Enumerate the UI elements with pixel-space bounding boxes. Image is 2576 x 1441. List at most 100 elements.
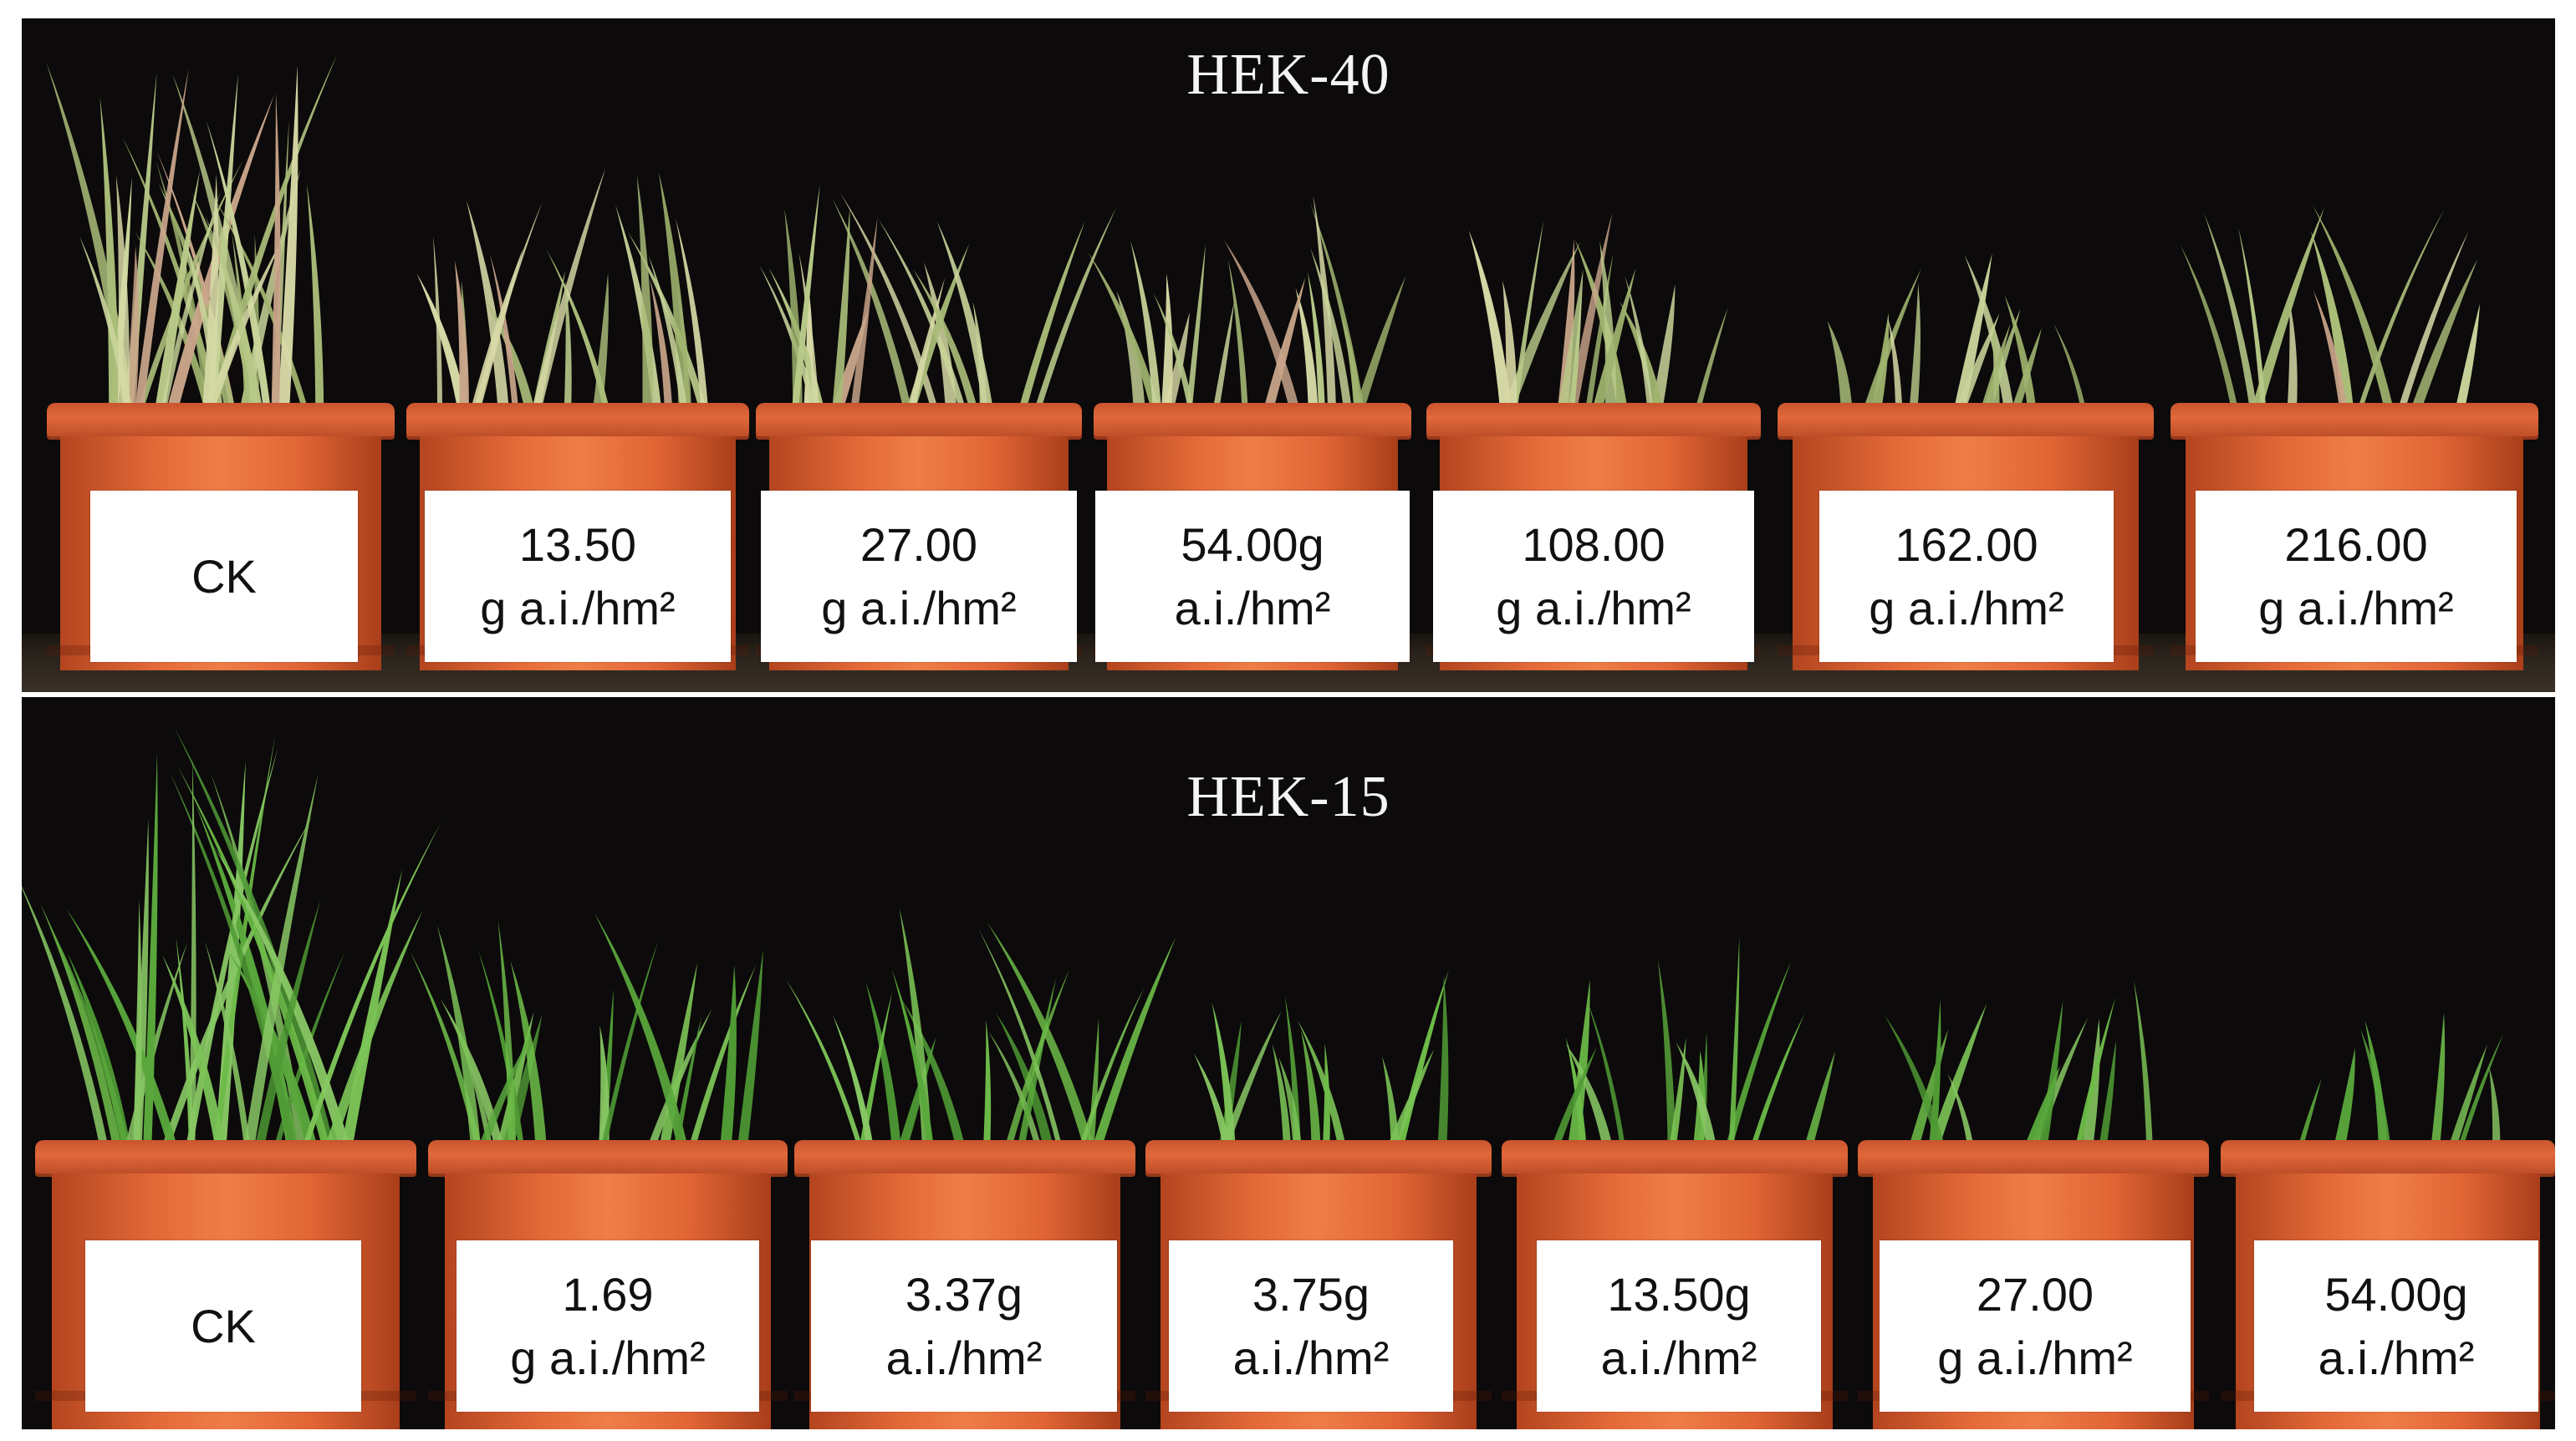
dose-value: 13.50 — [518, 517, 637, 571]
grass-blade — [2456, 1033, 2504, 1153]
grass-blade — [1802, 1051, 1836, 1153]
grass-blade — [598, 1025, 610, 1153]
grass-blade — [2395, 231, 2469, 415]
dose-value: 27.00 — [1976, 1267, 2094, 1321]
grass-blade — [1908, 283, 1921, 415]
grass-blade — [433, 235, 443, 415]
grass-blade — [1160, 273, 1173, 415]
grass-blade — [2408, 258, 2478, 415]
grass-blade — [489, 253, 519, 415]
panel-hek-15: HEK-15 CK 1.69 g a.i./hm² 3.37g a.i. — [22, 697, 2555, 1429]
grass-blade — [1947, 1073, 1975, 1153]
pot-ck: CK — [35, 1140, 416, 1429]
grass-blade — [768, 267, 826, 415]
grass-blade — [300, 822, 441, 1153]
grass-blade — [833, 1015, 875, 1153]
pot-dose-2: 27.00 g a.i./hm² — [756, 403, 1082, 670]
grass-blade — [162, 955, 227, 1153]
grass-blade — [1926, 1003, 1987, 1153]
grass-blade — [2180, 244, 2240, 415]
grass-blade — [1218, 1011, 1282, 1153]
grass-blade — [1887, 317, 1903, 415]
grass-blade — [1301, 1031, 1321, 1153]
grass-blade — [468, 248, 523, 415]
grass-blade — [2287, 299, 2298, 415]
grass-blade — [2053, 323, 2088, 415]
grass-blade — [201, 173, 219, 415]
grass-blade — [832, 198, 914, 415]
grass-blade — [184, 746, 278, 1153]
grass-blade — [1728, 936, 1740, 1153]
grass-blade — [982, 1019, 992, 1153]
grass-blade — [1262, 277, 1306, 415]
grass-blade — [2313, 205, 2395, 415]
grass-blade — [2310, 231, 2354, 415]
grass-blade — [972, 301, 987, 415]
grass-blade — [253, 900, 321, 1153]
dose-unit: a.i./hm² — [1174, 581, 1331, 634]
dose-label: 3.37g a.i./hm² — [811, 1240, 1117, 1412]
grass-blade — [135, 232, 214, 415]
grass-blade — [454, 260, 469, 415]
grass-blade — [2134, 980, 2154, 1153]
panel-hek-40: HEK-40 CK 13.50 g a.i./hm² 27.00 g a — [22, 18, 2555, 692]
grass-blade — [2074, 997, 2116, 1153]
dose-label: 1.69 g a.i./hm² — [457, 1240, 759, 1412]
dose-value: CK — [191, 1299, 256, 1352]
grass-blade — [169, 771, 298, 1153]
grass-blade — [2430, 1012, 2446, 1153]
grass-blade — [648, 255, 689, 415]
grass-blade — [1002, 970, 1069, 1153]
dose-unit: a.i./hm² — [885, 1331, 1043, 1384]
grass-blade — [1952, 253, 1992, 415]
grass-blade — [1307, 271, 1326, 415]
grass-blade — [1385, 1049, 1435, 1153]
panel-title: HEK-40 — [1186, 43, 1390, 107]
grass-blade — [658, 171, 691, 416]
grass-blade — [1557, 269, 1584, 415]
grass-blade — [719, 965, 737, 1153]
pot-dose-4: 108.00 g a.i./hm² — [1426, 403, 1761, 670]
grass-blade — [40, 904, 123, 1153]
grass-blade — [2446, 1044, 2487, 1153]
grass-blade — [1185, 243, 1206, 415]
dose-label: CK — [90, 491, 358, 662]
dose-unit: g a.i./hm² — [1869, 581, 2064, 634]
grass-blade — [1310, 247, 1353, 415]
grass-blade — [214, 846, 352, 1153]
grass-blade — [2296, 1078, 2322, 1153]
grass-blade — [1088, 252, 1162, 415]
grass-blade — [227, 950, 319, 1153]
grass-blade — [1313, 195, 1337, 415]
grass-blade — [410, 951, 483, 1153]
grass-blade — [495, 1011, 534, 1153]
grass-blade — [1693, 308, 1728, 415]
grass-blade — [1676, 1041, 1718, 1153]
dose-value: CK — [191, 549, 257, 603]
grass-blade — [159, 190, 222, 416]
dose-label: 3.75g a.i./hm² — [1169, 1240, 1453, 1412]
grass-blade — [1223, 240, 1302, 415]
grass-blade — [878, 219, 968, 415]
dose-label: 216.00 g a.i./hm² — [2196, 491, 2517, 662]
grass-blade — [323, 909, 423, 1153]
grass-blade — [849, 216, 878, 415]
grass-blade — [1153, 293, 1196, 415]
pot-dose-4: 13.50g a.i./hm² — [1502, 1140, 1848, 1429]
grass-blade — [1827, 320, 1853, 415]
grass-blade — [204, 940, 252, 1153]
grass-blade — [176, 936, 195, 1153]
grass-blade — [206, 120, 272, 415]
grass-blade — [987, 921, 1096, 1153]
pot-ck: CK — [47, 403, 395, 670]
dose-unit: g a.i./hm² — [480, 581, 676, 634]
plants-layer — [46, 53, 2481, 416]
grass-blade — [2249, 207, 2325, 415]
grass-blade — [530, 270, 566, 415]
grass-blade — [47, 919, 131, 1153]
grass-blade — [2238, 227, 2267, 415]
dose-label: 162.00 g a.i./hm² — [1819, 491, 2114, 662]
grass-blade — [599, 940, 659, 1153]
grass-blade — [454, 1024, 494, 1153]
grass-blade — [242, 773, 319, 1153]
